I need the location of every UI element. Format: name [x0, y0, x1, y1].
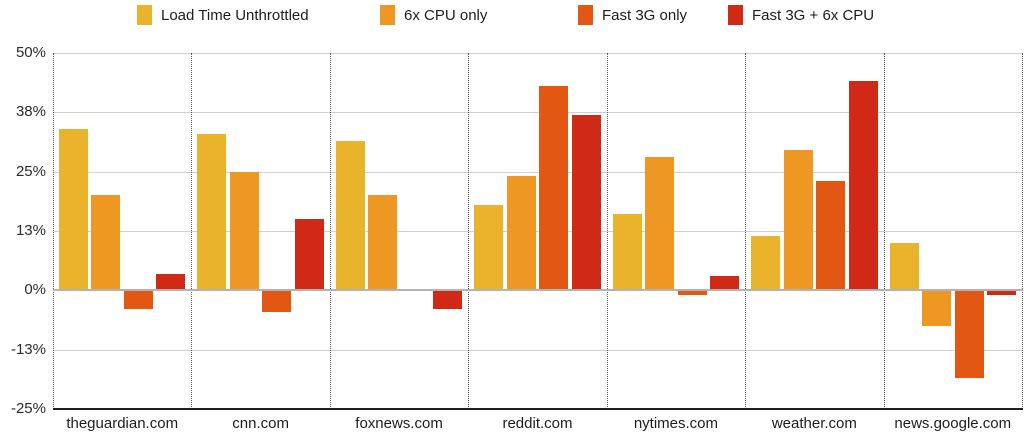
category-separator [883, 53, 885, 409]
legend-swatch-icon [578, 5, 593, 25]
bar-news-google-com-series-2 [922, 290, 952, 326]
bar-weather-com-series-2 [783, 150, 813, 291]
y-tick-label: 38% [15, 103, 46, 121]
y-tick-label: 0% [24, 281, 46, 299]
legend-item-2: 6x CPU only [380, 5, 487, 25]
category-separator [329, 53, 331, 409]
bar-reddit-com-series-4 [571, 114, 601, 291]
legend-label: 6x CPU only [404, 6, 488, 24]
gridline [53, 171, 1023, 173]
y-tick-label: 13% [15, 222, 46, 239]
category-separator [1022, 53, 1023, 409]
bar-nytimes-com-series-3 [677, 290, 707, 296]
bar-nytimes-com-series-1 [612, 214, 642, 291]
bar-cnn-com-series-1 [197, 133, 227, 291]
bar-cnn-com-series-3 [262, 290, 292, 312]
x-category-label: theguardian.com [66, 415, 179, 432]
bar-foxnews-com-series-2 [368, 195, 398, 291]
legend-item-4: Fast 3G + 6x CPU [728, 5, 874, 25]
bar-cnn-com-series-4 [294, 219, 324, 291]
x-axis-line [53, 408, 1023, 410]
bar-nytimes-com-series-4 [710, 276, 740, 291]
bar-weather-com-series-3 [816, 181, 846, 291]
category-separator [191, 53, 193, 409]
bar-weather-com-series-1 [751, 235, 781, 291]
category-separator [468, 53, 470, 409]
bar-foxnews-com-series-1 [335, 140, 365, 291]
category-separator [53, 53, 54, 409]
bar-reddit-com-series-3 [539, 86, 569, 291]
y-tick-label: -25% [10, 400, 46, 417]
legend-label: Load Time Unthrottled [161, 6, 309, 24]
legend-item-3: Fast 3G only [578, 5, 687, 25]
legend-item-1: Load Time Unthrottled [137, 5, 309, 25]
x-category-label: weather.com [771, 415, 857, 432]
bar-theguardian-com-series-3 [123, 290, 153, 310]
gridline [53, 231, 1023, 232]
bar-weather-com-series-4 [848, 81, 878, 291]
y-tick-label: 25% [15, 162, 46, 180]
bar-reddit-com-series-2 [506, 176, 536, 291]
gridline [53, 53, 1023, 54]
bar-reddit-com-series-1 [474, 204, 504, 291]
bar-theguardian-com-series-4 [156, 273, 186, 291]
legend-label: Fast 3G only [602, 6, 688, 24]
y-tick-label: 50% [15, 44, 46, 61]
bar-news-google-com-series-4 [987, 290, 1017, 296]
bar-foxnews-com-series-4 [433, 290, 463, 310]
category-separator [606, 53, 608, 409]
bar-cnn-com-series-2 [229, 171, 259, 291]
legend-swatch-icon [728, 5, 743, 25]
x-category-label: nytimes.com [633, 415, 718, 432]
category-separator [745, 53, 747, 409]
x-category-label: foxnews.com [355, 415, 443, 432]
x-category-label: reddit.com [502, 415, 573, 432]
legend-label: Fast 3G + 6x CPU [752, 6, 875, 24]
x-category-label: cnn.com [232, 415, 289, 432]
y-tick-label: -13% [10, 340, 46, 358]
zero-axis-line [53, 289, 1023, 292]
legend-swatch-icon [137, 5, 152, 25]
bar-news-google-com-series-1 [889, 242, 919, 291]
gridline [53, 112, 1023, 114]
x-category-label: news.google.com [894, 415, 1012, 432]
legend: Load Time Unthrottled 6x CPU only Fast 3G … [0, 0, 1024, 32]
bar-theguardian-com-series-1 [58, 128, 88, 291]
gridline [53, 349, 1023, 351]
bar-nytimes-com-series-2 [645, 157, 675, 291]
bar-news-google-com-series-3 [954, 290, 984, 379]
legend-swatch-icon [380, 5, 395, 25]
bar-theguardian-com-series-2 [91, 195, 121, 291]
